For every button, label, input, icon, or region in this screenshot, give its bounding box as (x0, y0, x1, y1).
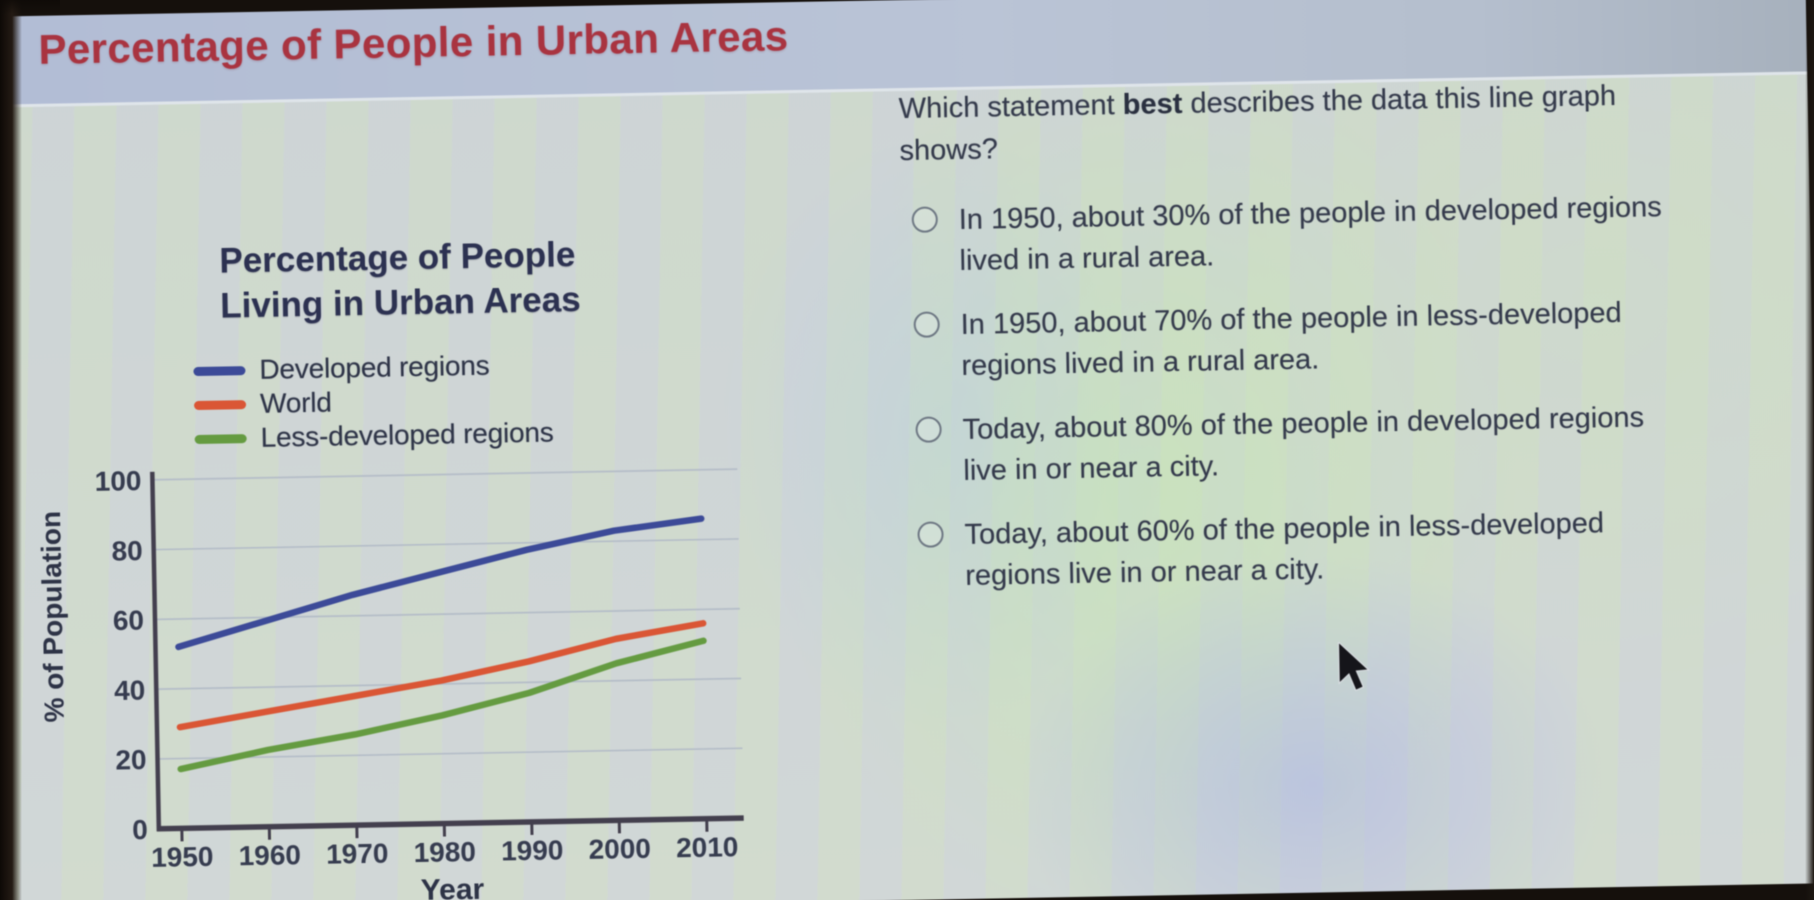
answer-option-3[interactable]: Today, about 80% of the people in develo… (915, 396, 1706, 492)
svg-text:40: 40 (114, 674, 146, 706)
legend-label: Developed regions (259, 349, 490, 385)
answer-option-label: Today, about 80% of the people in develo… (962, 401, 1645, 487)
radio-button[interactable] (915, 416, 942, 443)
svg-text:1970: 1970 (326, 838, 389, 870)
photo-edge-left (0, 0, 22, 900)
answer-options: In 1950, about 30% of the people in deve… (911, 186, 1709, 620)
chart-title: Percentage of People Living in Urban Are… (219, 232, 581, 329)
legend-line-swatch-icon (193, 365, 246, 376)
svg-text:20: 20 (115, 744, 147, 776)
svg-text:1990: 1990 (501, 834, 564, 866)
svg-text:Year: Year (420, 873, 484, 900)
answer-option-1[interactable]: In 1950, about 30% of the people in deve… (911, 186, 1702, 282)
svg-text:2000: 2000 (588, 833, 651, 865)
answer-option-2[interactable]: In 1950, about 70% of the people in less… (913, 291, 1704, 387)
svg-text:1960: 1960 (238, 839, 301, 871)
radio-button[interactable] (911, 206, 939, 233)
svg-text:2010: 2010 (676, 831, 739, 863)
photo-edge-right (1805, 0, 1814, 900)
chart-title-line2: Living in Urban Areas (219, 279, 581, 326)
svg-text:60: 60 (113, 605, 145, 637)
answer-option-label: Today, about 60% of the people in less-d… (964, 507, 1605, 592)
svg-text:1980: 1980 (413, 836, 476, 868)
mouse-cursor-icon (1337, 641, 1370, 692)
svg-text:80: 80 (111, 535, 143, 567)
radio-button[interactable] (917, 521, 944, 548)
svg-text:100: 100 (94, 465, 141, 497)
svg-text:1950: 1950 (151, 841, 214, 873)
answer-option-label: In 1950, about 30% of the people in deve… (958, 191, 1662, 278)
line-chart: 0 20 40 60 80 100 1950 1960 1970 1980 1990 2000 2010… (35, 465, 744, 900)
page-title: Percentage of People in Urban Areas (38, 12, 789, 73)
question-prefix: Which statement (898, 88, 1124, 126)
svg-text:0: 0 (132, 814, 148, 845)
question-bold-word: best (1122, 87, 1183, 121)
chart-title-line1: Percentage of People (219, 235, 576, 281)
radio-button[interactable] (913, 311, 940, 338)
answer-option-4[interactable]: Today, about 60% of the people in less-d… (917, 501, 1708, 597)
svg-text:% of Population: % of Population (35, 511, 70, 723)
question-text: Which statement best describes the data … (898, 74, 1659, 172)
photo-edge-corner (0, 0, 60, 14)
answer-option-label: In 1950, about 70% of the people in less… (960, 296, 1622, 382)
line-chart-figure: Percentage of People Living in Urban Are… (0, 89, 837, 900)
